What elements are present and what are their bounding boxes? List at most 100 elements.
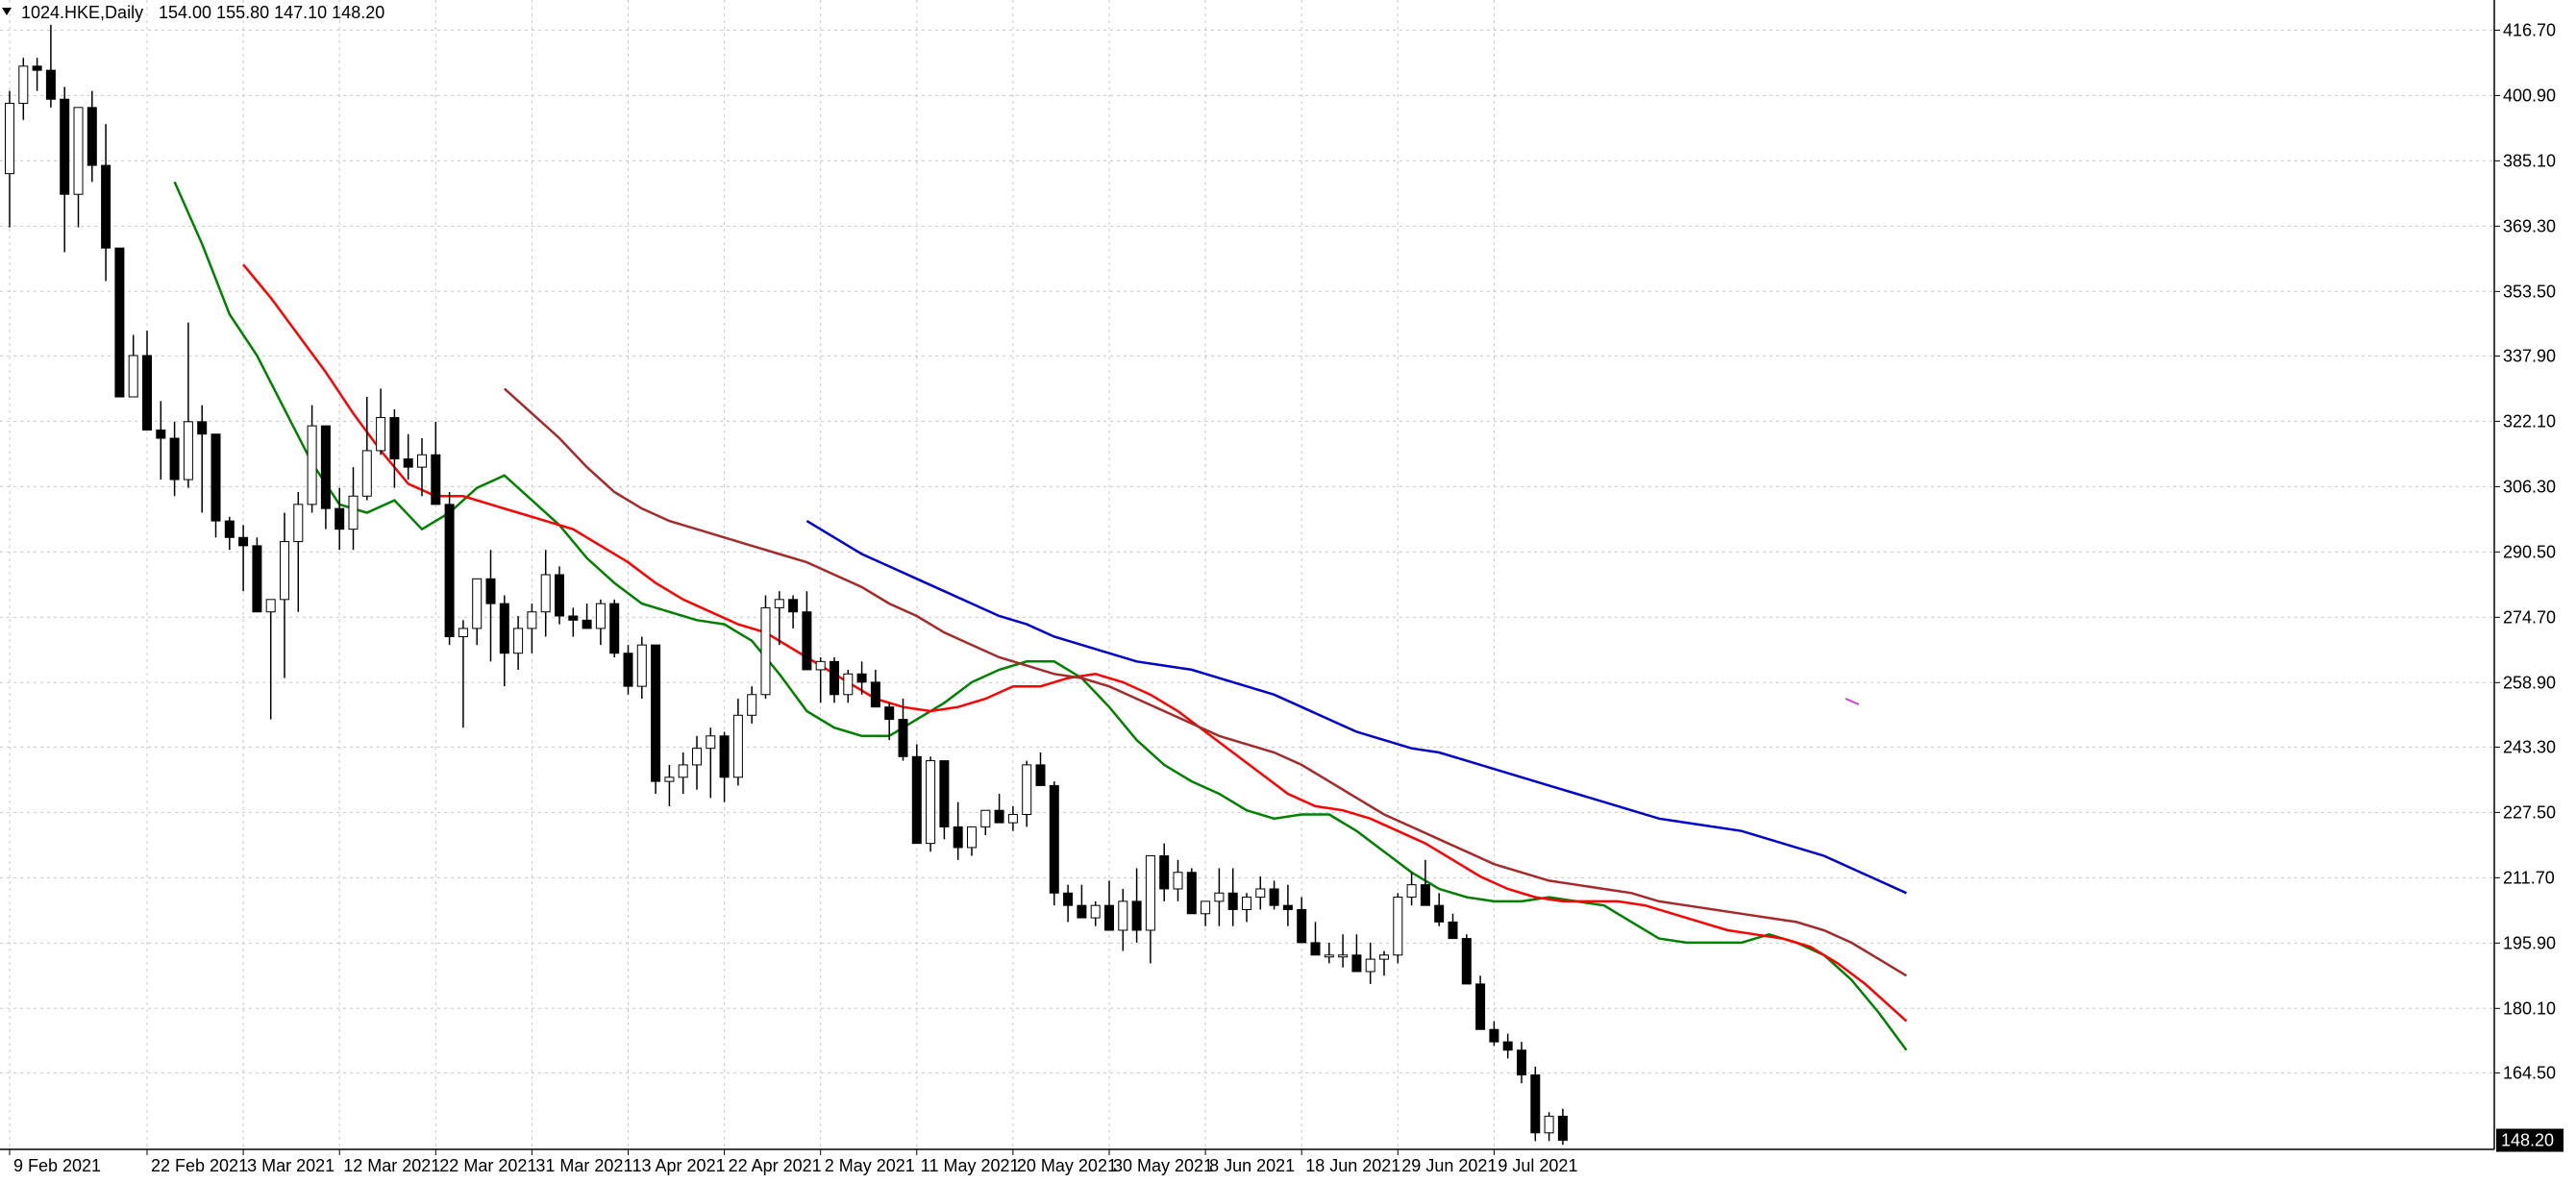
candle [73,107,84,228]
candle [760,595,771,700]
candle [1297,897,1307,944]
candle-body [1420,884,1430,906]
candle-body [664,776,675,782]
candle [156,401,166,481]
candle [1461,934,1472,985]
candle [513,616,524,670]
candle [1131,868,1142,943]
candle-body [1310,942,1321,956]
candle [458,620,468,728]
candle-body [431,454,441,505]
candle [1379,950,1389,976]
y-tick-label: 274.70 [2503,607,2556,627]
candle [1242,893,1251,923]
candle [815,657,826,703]
x-tick-label: 29 Jun 2021 [1401,1156,1497,1175]
candle [568,607,579,637]
candle [1022,760,1032,827]
candle [980,809,991,836]
candle-body [307,425,317,505]
ma-line-2 [503,387,1908,977]
candle-body [1063,892,1074,906]
candle [1118,888,1128,951]
candles [5,24,1568,1146]
candle-body [1530,1074,1541,1134]
candle-body [320,425,331,509]
candle-body [183,421,193,481]
candle-body [994,809,1004,824]
candle-body [1365,958,1375,973]
candle [1338,934,1349,968]
candle-body [114,247,125,398]
candle-body [1255,888,1266,899]
y-tick-label: 337.90 [2503,346,2556,365]
candle [472,578,483,646]
candle [1434,893,1445,926]
candle-body [732,714,743,778]
candle [1282,884,1293,926]
candle-body [334,507,345,530]
candle-body [128,355,138,398]
y-tick-label: 416.70 [2503,20,2556,39]
x-tick-label: 3 Mar 2021 [247,1156,334,1175]
candle [1489,1021,1499,1047]
candle-body [5,103,14,175]
x-tick-label: 9 Jul 2021 [1498,1156,1577,1175]
candle-body [939,760,950,827]
candle [747,686,757,724]
candle-body [540,574,551,613]
candle-body [967,826,977,849]
candle [540,550,551,637]
candle [280,512,289,678]
candle-body [1131,900,1142,931]
candle-body [1118,900,1128,931]
candle-body [485,578,496,604]
candle [1310,922,1321,956]
candle [1255,876,1266,910]
candle [926,756,936,852]
candle-body [706,735,716,750]
candle-body [802,611,812,671]
candle-body [18,65,29,105]
last-price-tag: 148.20 [2496,1128,2564,1152]
candle-body [142,355,152,431]
candle-body [1502,1041,1513,1051]
candle-body [582,619,592,629]
candle [1517,1042,1526,1084]
candle-body [458,628,468,638]
candle-body [527,611,537,629]
candle [967,826,977,856]
candle [527,604,537,653]
stray-marker [1845,698,1860,705]
candle [1351,934,1362,973]
candle-body [1379,954,1389,960]
candle-body [1227,892,1238,910]
y-axis-ticks: 416.70 400.90 385.10 369.30 353.50 337.90 322.… [2494,20,2556,1082]
candle [114,247,125,398]
candle [870,669,880,708]
candle [1173,859,1183,901]
candle [719,731,730,802]
candle [485,550,496,662]
candle [1035,752,1046,786]
candle-body [692,748,702,766]
y-tick-label: 227.50 [2503,802,2556,822]
candle-body [1159,855,1170,890]
candle [911,744,922,845]
triangle-down-icon[interactable] [2,8,12,15]
candle [1475,975,1486,1030]
candle [60,86,70,253]
candle-body [623,653,633,687]
candle [1104,880,1114,931]
x-tick-label: 11 May 2021 [921,1156,1020,1175]
candle [1063,884,1074,923]
candle-body [1035,764,1046,786]
candle-body [1201,900,1211,915]
y-tick-label: 353.50 [2503,282,2556,301]
ma-line-3 [805,520,1907,895]
candle-body [361,450,372,497]
candle [348,467,359,551]
candle-body [1297,908,1307,944]
